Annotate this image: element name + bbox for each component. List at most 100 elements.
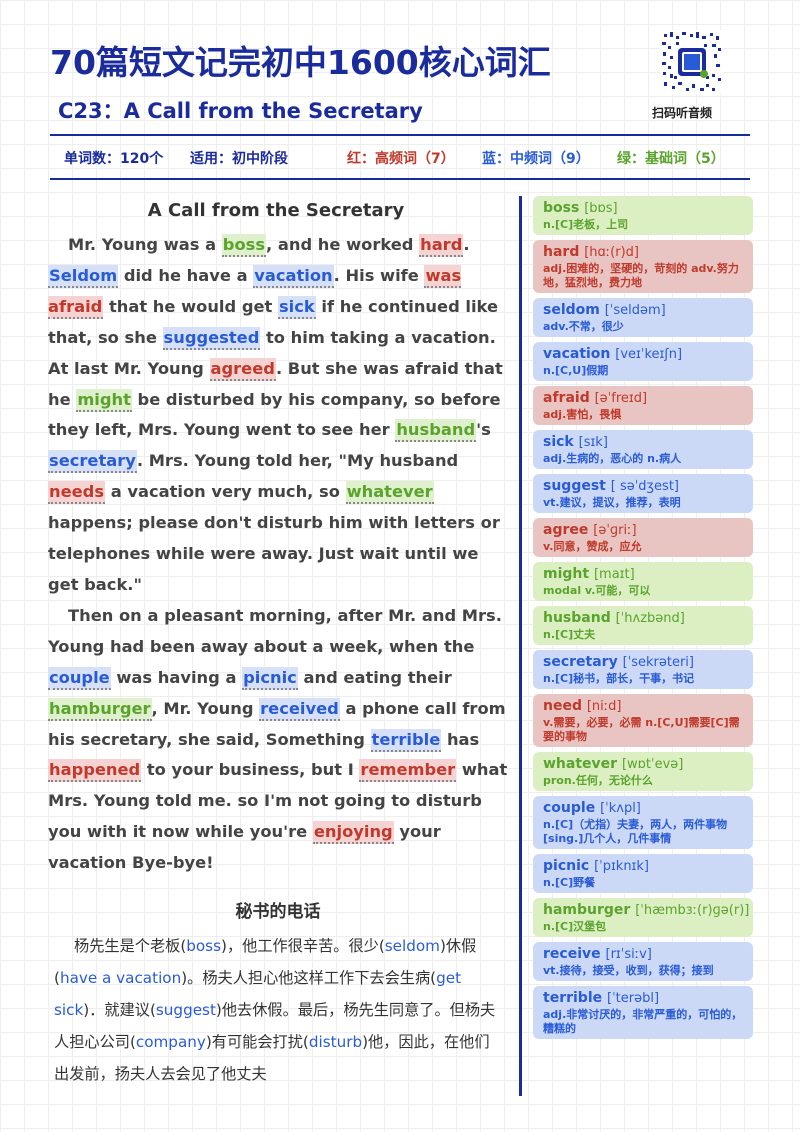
vocab-highlight[interactable]: husband [395,419,477,443]
vocab-highlight[interactable]: picnic [242,666,298,690]
vocab-phonetic: [wɒtˈevə] [621,757,684,772]
vocab-definition: v.同意，赞成，应允 [543,540,642,553]
vocab-word: agree [543,522,589,538]
translation-text: )有可能会打扰( [205,1033,309,1051]
translation-keyword: boss [186,937,222,955]
vocab-card-sick[interactable]: sick [sɪk] adj.生病的，恶心的 n.病人 [533,430,753,469]
vocab-definition: adv.不常，很少 [543,320,624,333]
vocab-phonetic: [ səˈdʒest] [610,479,679,494]
vocab-highlight[interactable]: received [259,697,340,721]
vocab-headword-line: secretary [ˈsekrəteri] [543,653,745,672]
story-text: Mr. Young was a [68,235,222,254]
vocab-word: sick [543,434,574,450]
vocab-highlight[interactable]: enjoying [312,821,394,845]
qr-label: 扫码听音频 [652,106,713,120]
vocab-word: whatever [543,756,618,772]
story-text: your vacation Bye-bye! [48,822,441,873]
vocab-card-picnic[interactable]: picnic [ˈpɪknɪk] n.[C]野餐 [533,854,753,893]
vocab-highlight[interactable]: suggested [162,326,261,350]
vocab-definition: n.[C]秘书，部长，干事，书记 [543,672,695,685]
vocab-highlight[interactable]: boss [221,234,267,257]
vocab-highlight[interactable]: agreed [209,357,276,381]
story-paragraph: Mr. Young was a boss, and he worked hard… [48,230,508,601]
vocab-headword-line: sick [sɪk] [543,433,745,452]
vocab-highlight[interactable]: might [76,388,132,412]
story-text: Then on a pleasant morning, after Mr. an… [48,605,502,656]
vocab-card-hamburger[interactable]: hamburger [ˈhæmbɜː(r)ɡə(r)] n.[C]汉堡包 [533,898,753,937]
vocab-highlight[interactable]: sick [277,295,316,319]
vocab-card-seldom[interactable]: seldom [ˈseldəm] adv.不常，很少 [533,298,753,337]
story-text: . But she was afraid that he [48,358,503,409]
vocab-highlight[interactable]: couple [48,666,111,690]
vocab-headword-line: hamburger [ˈhæmbɜː(r)ɡə(r)] [543,901,749,920]
vocab-headword-line: seldom [ˈseldəm] [543,301,745,320]
level: 适用：初中阶段 [190,151,288,167]
vocab-word: suggest [543,478,606,494]
vocab-highlight[interactable]: needs [48,481,106,505]
vocab-card-boss[interactable]: boss [bɒs] n.[C]老板，上司 [533,196,753,235]
vocab-word: seldom [543,302,600,318]
vocab-card-secretary[interactable]: secretary [ˈsekrəteri] n.[C]秘书，部长，干事，书记 [533,650,753,689]
stats-bar: 单词数：120个 适用：初中阶段 红：高频词（7） 蓝：中频词（9） 绿：基础词… [64,148,744,170]
translation-keyword: disturb [308,1033,363,1051]
translation-body: 杨先生是个老板(boss)，他工作很辛苦。很少(seldom)休假(have a… [54,930,504,1090]
translation-text: )．就建议( [83,1001,156,1019]
vocab-definition: adj.非常讨厌的，非常严重的，可怕的，糟糕的 [543,1008,743,1035]
vocab-highlight[interactable]: whatever [345,481,434,505]
vocab-card-need[interactable]: need [niːd] v.需要，必要，必需 n.[C,U]需要[C]需要的事物 [533,694,753,747]
vocab-word: might [543,566,590,582]
vocab-phonetic: [əˈfreɪd] [594,391,648,406]
vocab-headword-line: suggest [ səˈdʒest] [543,477,745,496]
vocab-card-husband[interactable]: husband [ˈhʌzbənd] n.[C]丈夫 [533,606,753,645]
vocab-headword-line: husband [ˈhʌzbənd] [543,609,745,628]
vocab-highlight[interactable]: secretary [48,450,137,474]
vocab-word: picnic [543,858,590,874]
vocab-card-might[interactable]: might [maɪt] modal v.可能，可以 [533,562,753,601]
vocab-highlight[interactable]: remember [359,759,457,783]
vocab-definition: n.[C,U]假期 [543,364,609,377]
vocab-highlight[interactable]: hard [419,234,464,257]
vocab-card-afraid[interactable]: afraid [əˈfreɪd] adj.害怕，畏惧 [533,386,753,425]
vocab-card-couple[interactable]: couple [ˈkʌpl] n.[C]（尤指）夫妻，两人，两件事物[sing.]… [533,796,753,849]
story-text: be disturbed by his company, so before t… [48,389,501,440]
story-text: . [463,235,470,254]
vocab-word: vacation [543,346,611,362]
vocab-definition: n.[C]汉堡包 [543,920,607,933]
story-text: , and he worked [266,235,420,254]
story-paragraph: Then on a pleasant morning, after Mr. an… [48,601,508,879]
vocab-highlight[interactable]: vacation [253,264,334,288]
vocab-card-suggest[interactable]: suggest [ səˈdʒest] vt.建议，提议，推荐，表明 [533,474,753,513]
vocab-definition: v.需要，必要，必需 n.[C,U]需要[C]需要的事物 [543,716,740,743]
translation-text: 杨先生是个老板( [74,937,187,955]
vocab-highlight[interactable]: hamburger [48,697,152,721]
vocab-phonetic: [ˈseldəm] [604,303,666,318]
vocab-word: hard [543,244,580,260]
vocab-headword-line: need [niːd] [543,697,745,716]
vocab-highlight[interactable]: Seldom [48,264,119,288]
vocab-definition: n.[C]野餐 [543,876,596,889]
vocab-highlight[interactable]: happened [48,759,142,783]
translation-keyword: company [135,1033,206,1051]
vocab-headword-line: vacation [veɪˈkeɪʃn] [543,345,745,364]
vocab-phonetic: [maɪt] [593,567,635,582]
qr-code-icon[interactable] [660,30,724,94]
vocab-headword-line: agree [əˈɡriː] [543,521,745,540]
vocab-highlight[interactable]: terrible [370,728,442,752]
vocab-phonetic: [rɪˈsiːv] [605,947,652,962]
vocab-definition: vt.建议，提议，推荐，表明 [543,496,681,509]
vocab-word: need [543,698,582,714]
story-body: Mr. Young was a boss, and he worked hard… [48,230,508,879]
vocab-card-agree[interactable]: agree [əˈɡriː] v.同意，赞成，应允 [533,518,753,557]
vocab-card-vacation[interactable]: vacation [veɪˈkeɪʃn] n.[C,U]假期 [533,342,753,381]
vocab-card-receive[interactable]: receive [rɪˈsiːv] vt.接待，接受，收到，获得；接到 [533,942,753,981]
vocab-headword-line: terrible [ˈterəbl] [543,989,745,1008]
vocab-card-hard[interactable]: hard [hɑː(r)d] adj.困难的，坚硬的，苛刻的 adv.努力地，猛烈… [533,240,753,293]
vocab-headword-line: afraid [əˈfreɪd] [543,389,745,408]
vocab-definition: modal v.可能，可以 [543,584,651,597]
vocab-card-whatever[interactable]: whatever [wɒtˈevə] pron.任何，无论什么 [533,752,753,791]
vocab-phonetic: [veɪˈkeɪʃn] [615,347,683,362]
translation-text: )他，因此，在他们出发前，扬夫人去会见了他丈夫 [54,1033,490,1083]
vocab-word: hamburger [543,902,631,918]
vocab-phonetic: [ˈkʌpl] [600,801,641,816]
vocab-card-terrible[interactable]: terrible [ˈterəbl] adj.非常讨厌的，非常严重的，可怕的，糟糕… [533,986,753,1039]
